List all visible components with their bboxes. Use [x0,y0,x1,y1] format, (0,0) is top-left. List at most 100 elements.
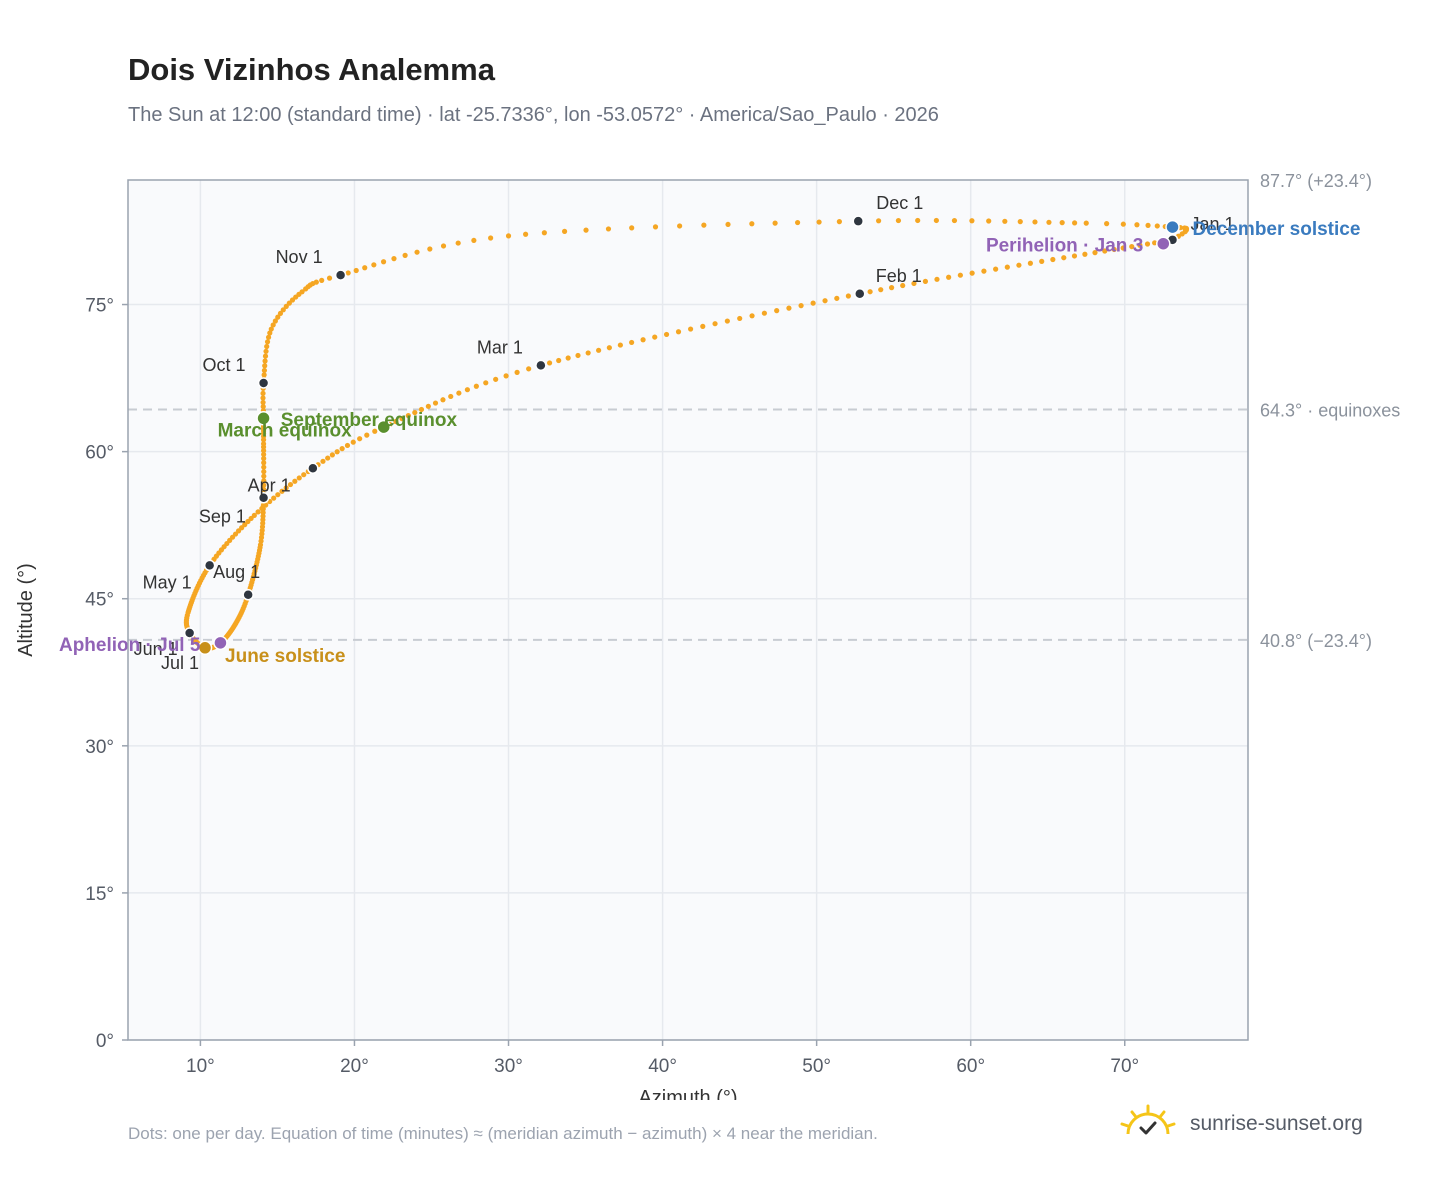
day-dot [605,226,612,232]
day-dot [1154,223,1160,229]
day-dot [810,300,816,306]
event-marker [213,635,228,651]
day-dot [326,275,333,281]
month-label: Jan 1 [1191,214,1235,234]
day-dot [296,475,302,481]
month-label: Jul 1 [161,653,199,673]
event-label: June solstice [225,646,345,667]
day-dot [687,326,694,332]
month-marker [242,589,254,601]
day-dot [1120,245,1126,251]
day-dot [1046,219,1052,225]
right-axis-label: 87.7° (+23.4°) [1260,171,1372,191]
day-dot [265,334,272,340]
day-dot [464,387,470,393]
day-dot [617,342,623,348]
day-dot [483,380,489,386]
day-dot [280,307,286,313]
day-dot [737,315,743,322]
day-dot [455,240,461,246]
day-dot [418,406,425,413]
day-dot [922,278,929,284]
right-axis-label: 40.8° (−23.4°) [1260,631,1372,651]
day-dot [362,265,368,271]
day-dot [1072,220,1078,226]
day-dot [262,353,269,359]
day-dot [380,259,387,265]
y-tick-label: 60° [85,443,114,464]
event-marker [256,411,271,426]
month-marker [183,627,196,639]
month-marker [852,215,864,227]
day-dot [1144,241,1151,247]
day-dot [272,318,278,324]
day-dot [260,441,267,447]
event-label: Perihelion · Jan 3 [986,236,1143,257]
day-dot [749,221,755,227]
day-dot [1120,221,1126,227]
day-dot [357,436,363,442]
month-label: May 1 [143,572,192,592]
day-dot [876,218,882,224]
day-dot [255,509,261,515]
day-dot [1002,218,1008,224]
event-label: December solstice [1193,219,1361,240]
day-dot [911,280,917,287]
brand[interactable]: sunrise-sunset.org [1120,1104,1363,1144]
day-dot [414,249,420,255]
day-dot [260,399,266,406]
day-dot [1071,253,1078,259]
day-dot [1102,248,1108,254]
day-dot [889,285,895,291]
day-dot [364,432,370,438]
day-dot [261,486,267,493]
day-dot [546,360,553,366]
month-label: Aug 1 [213,562,260,582]
day-dot [900,282,906,289]
day-dot [275,314,281,320]
day-dot [934,276,940,282]
month-marker [203,559,216,572]
day-dot [503,373,509,379]
day-dot [878,287,884,293]
day-dot [969,270,975,276]
day-dot [263,348,269,354]
day-dot [320,458,326,464]
day-dot [1134,222,1140,228]
day-dot [981,268,987,274]
day-dot [261,367,268,374]
day-dot [1027,260,1033,266]
y-tick-label: 30° [85,737,114,758]
day-dot [372,428,378,434]
day-dot [325,455,331,461]
day-dot [261,464,267,470]
day-dot [440,243,447,249]
day-dot [724,318,730,324]
day-dot [606,345,612,351]
day-dot [353,267,359,274]
day-dot [319,277,325,283]
event-label: September equinox [281,410,458,431]
sun-logo-icon [1120,1104,1176,1135]
day-dot [301,472,307,478]
day-dot [526,366,532,372]
day-dot [1016,262,1022,268]
month-label: Nov 1 [276,247,323,267]
month-label: Jun 1 [134,639,178,659]
y-axis-label: Altitude (°) [15,563,37,657]
day-dot [1039,258,1045,264]
event-label: March equinox [218,420,353,441]
day-dot [271,495,277,501]
day-dot [261,451,267,458]
x-tick-label: 70° [1110,1056,1139,1077]
day-dot [1050,256,1056,263]
x-tick-label: 60° [956,1056,985,1077]
day-dot [677,223,683,229]
chart-title: Dois Vizinhos Analemma [128,52,495,87]
day-dot [262,363,268,369]
day-dot [749,313,755,319]
day-dot [514,369,520,375]
event-marker [1156,236,1171,251]
day-dot [505,233,512,239]
day-dot [279,488,285,494]
